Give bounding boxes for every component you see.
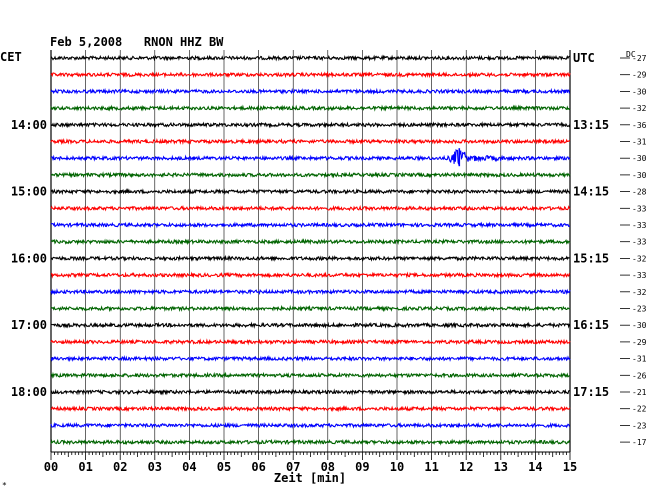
seismic-trace — [50, 338, 571, 346]
seismic-trace — [50, 238, 571, 246]
offset-label: -32 — [632, 288, 647, 297]
offset-label: -36 — [632, 121, 647, 130]
seismic-trace — [50, 121, 571, 129]
left-hour-label: 15:00 — [11, 185, 47, 199]
x-tick-label: 07 — [286, 460, 300, 474]
seismic-trace — [50, 421, 570, 429]
x-tick-label: 02 — [113, 460, 127, 474]
offset-label: -33 — [632, 238, 647, 247]
right-hour-label: UTC — [573, 51, 595, 65]
seismic-trace — [50, 405, 571, 413]
time-grid — [50, 50, 571, 452]
offset-label: -26 — [632, 371, 647, 380]
chart-title: Feb 5,2008 RNON HHZ BW — [50, 35, 224, 49]
seismic-trace — [50, 388, 571, 396]
seismic-trace — [50, 171, 571, 179]
seismic-trace — [50, 104, 571, 112]
offset-label: -28 — [632, 188, 647, 197]
seismic-trace — [50, 288, 571, 296]
offset-label: -33 — [632, 204, 647, 213]
left-hour-label: 18:00 — [11, 385, 47, 399]
offset-label: -30 — [632, 171, 647, 180]
x-tick-label: 11 — [424, 460, 438, 474]
right-hour-label: 16:15 — [573, 318, 609, 332]
x-axis: 00 01 02 03 04 05 06 07 08 09 10 11 12 13 14 15 — [44, 451, 577, 474]
offset-label: -33 — [632, 271, 647, 280]
offset-label: -30 — [632, 154, 647, 163]
hour-labels: 14:00 15:00 16:00 17:00 18:00 UTC 13:15 14:15 15… — [11, 51, 609, 399]
seismic-trace — [50, 221, 571, 229]
trace-offset-labels: -27 -29 -30 -32 -36 -31 -30 -30 -28 -33 -33 -33 -32 -… — [620, 54, 647, 447]
x-tick-label: 14 — [528, 460, 542, 474]
x-tick-label: 08 — [321, 460, 335, 474]
right-hour-label: 15:15 — [573, 251, 609, 265]
x-tick-label: 00 — [44, 460, 58, 474]
seismic-trace — [50, 148, 571, 165]
offset-label: -23 — [632, 421, 647, 430]
offset-label: -31 — [632, 138, 647, 147]
left-timezone-label: CET — [0, 50, 22, 64]
seismic-trace — [50, 438, 571, 446]
x-tick-label: 06 — [251, 460, 265, 474]
seismic-trace — [50, 321, 571, 329]
offset-label: -32 — [632, 104, 647, 113]
offset-label: -32 — [632, 254, 647, 263]
offset-label: -31 — [632, 355, 647, 364]
seismic-trace — [50, 188, 571, 196]
offset-label: -21 — [632, 388, 647, 397]
offset-label: -33 — [632, 221, 647, 230]
x-tick-label: 04 — [182, 460, 196, 474]
seismic-trace — [50, 204, 571, 212]
seismic-traces — [50, 54, 571, 446]
seismic-trace — [50, 354, 571, 363]
right-hour-label: 13:15 — [573, 118, 609, 132]
x-tick-label: 12 — [459, 460, 473, 474]
seismic-trace — [50, 254, 571, 263]
x-tick-label: 10 — [390, 460, 404, 474]
offset-label: -29 — [632, 71, 647, 80]
seismic-trace — [50, 304, 571, 313]
right-hour-label: 17:15 — [573, 385, 609, 399]
x-axis-label: Zeit [min] — [274, 471, 346, 485]
left-hour-label: 16:00 — [11, 251, 47, 265]
x-tick-label: 03 — [148, 460, 162, 474]
seismic-trace — [50, 371, 571, 379]
seismic-trace — [50, 54, 571, 62]
offset-label: -22 — [632, 405, 647, 414]
seismic-trace — [50, 87, 571, 96]
left-hour-label: 14:00 — [11, 118, 47, 132]
x-tick-label: 01 — [78, 460, 92, 474]
x-tick-label: 09 — [355, 460, 369, 474]
seismic-trace — [50, 71, 571, 79]
x-tick-label: 15 — [563, 460, 577, 474]
offset-label: -30 — [632, 87, 647, 96]
offset-label: -30 — [632, 321, 647, 330]
x-tick-label: 13 — [494, 460, 508, 474]
seismic-trace — [51, 271, 571, 279]
offset-label: -29 — [632, 338, 647, 347]
offset-label: -17 — [632, 438, 647, 447]
right-hour-label: 14:15 — [573, 185, 609, 199]
offset-column-label: DC — [626, 50, 636, 59]
left-hour-label: 17:00 — [11, 318, 47, 332]
offset-label: -23 — [632, 305, 647, 314]
footer-mark: * — [2, 481, 7, 490]
seismic-trace — [50, 137, 571, 146]
x-tick-label: 05 — [217, 460, 231, 474]
offset-label: -27 — [632, 54, 647, 63]
